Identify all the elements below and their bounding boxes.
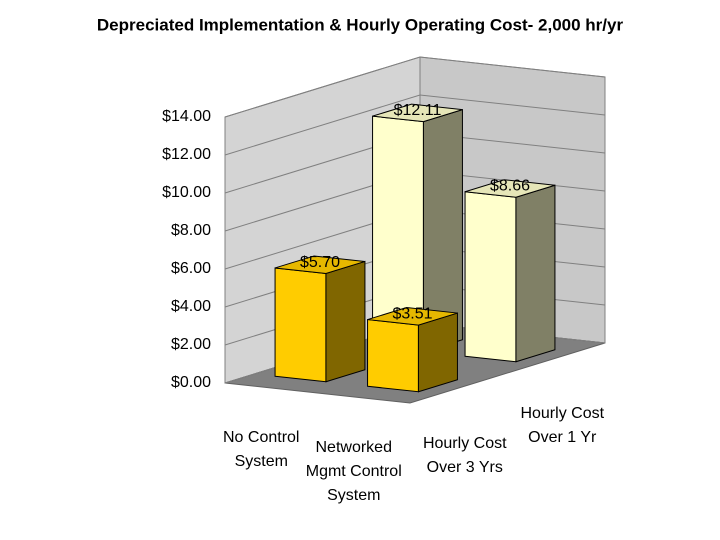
chart-title: Depreciated Implementation & Hourly Oper… bbox=[97, 15, 624, 34]
y-tick-label: $8.00 bbox=[171, 222, 211, 239]
y-tick-label: $6.00 bbox=[171, 260, 211, 277]
bar-front bbox=[367, 319, 419, 393]
grid-line bbox=[224, 94, 606, 156]
grid-line bbox=[224, 56, 606, 118]
bar-top bbox=[464, 179, 556, 198]
bar-top bbox=[372, 103, 463, 123]
bar-top bbox=[274, 255, 366, 274]
value-label: $8.66 bbox=[490, 178, 530, 195]
bar bbox=[464, 179, 556, 363]
bar-top bbox=[367, 307, 458, 326]
y-tick-label: $2.00 bbox=[171, 336, 211, 353]
y-tick-label: $12.00 bbox=[162, 146, 211, 163]
bar bbox=[372, 103, 463, 353]
series-label: Hourly Cost Over 3 Yrs bbox=[422, 435, 507, 476]
bar bbox=[274, 255, 366, 383]
x-tick-label: Networked Mgmt Control System bbox=[305, 439, 402, 504]
value-label: $5.70 bbox=[300, 254, 340, 271]
value-label: $12.11 bbox=[394, 102, 442, 119]
series-label: Hourly Cost Over 1 Yr bbox=[520, 405, 605, 446]
bar-front bbox=[464, 191, 517, 363]
bar bbox=[367, 307, 458, 393]
value-label: $3.51 bbox=[392, 306, 432, 323]
bar-front bbox=[274, 267, 327, 383]
bar-side bbox=[325, 260, 366, 383]
y-tick-label: $0.00 bbox=[171, 374, 211, 391]
y-tick-label: $4.00 bbox=[171, 298, 211, 315]
bar-side bbox=[515, 184, 556, 363]
y-tick-label: $14.00 bbox=[162, 108, 211, 125]
y-tick-label: $10.00 bbox=[162, 184, 211, 201]
bar-side bbox=[417, 312, 458, 393]
x-tick-label: No Control System bbox=[223, 429, 300, 470]
